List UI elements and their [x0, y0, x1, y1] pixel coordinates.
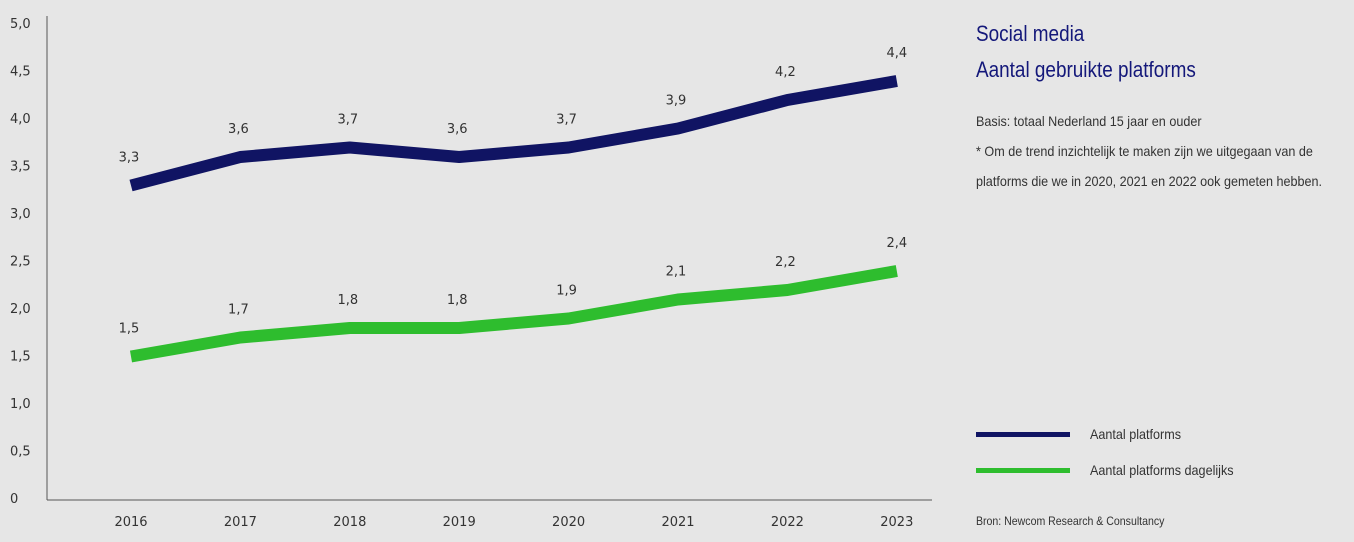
data-label: 1,9 — [556, 284, 577, 299]
note-trend-1: * Om de trend inzichtelijk te maken zijn… — [976, 143, 1313, 159]
legend-item-platforms-daily: Aantal platforms dagelijks — [976, 452, 1250, 488]
x-tick-label: 2018 — [333, 515, 366, 530]
legend: Aantal platforms Aantal platforms dageli… — [976, 416, 1250, 488]
x-tick-label: 2023 — [880, 515, 913, 530]
y-tick-label: 0,5 — [10, 445, 31, 460]
series-line-1 — [129, 265, 898, 363]
data-label: 3,7 — [556, 113, 577, 128]
y-tick-label: 4,5 — [10, 65, 31, 80]
data-label: 3,7 — [337, 113, 358, 128]
y-tick-label: 2,5 — [10, 255, 31, 270]
series-line-0 — [129, 75, 898, 192]
x-tick-label: 2016 — [114, 515, 147, 530]
data-label: 3,9 — [666, 94, 687, 109]
side-panel: Social media Aantal gebruikte platforms … — [976, 16, 1346, 196]
data-label: 2,4 — [886, 236, 907, 251]
data-label: 3,3 — [119, 151, 140, 166]
x-tick-label: 2019 — [443, 515, 476, 530]
data-label: 4,2 — [775, 65, 796, 80]
x-axis: 2016 2017 2018 2019 2020 2021 2022 2023 — [47, 499, 932, 530]
y-tick-label: 0 — [10, 492, 18, 507]
y-tick-label: 1,5 — [10, 350, 31, 365]
data-label: 1,7 — [228, 303, 249, 318]
y-tick-label: 2,0 — [10, 302, 31, 317]
data-label: 1,8 — [447, 293, 468, 308]
data-label: 1,5 — [119, 322, 140, 337]
data-label: 4,4 — [886, 46, 907, 61]
note-trend-2: platforms die we in 2020, 2021 en 2022 o… — [976, 173, 1323, 189]
data-label: 2,1 — [666, 265, 687, 280]
y-tick-label: 5,0 — [10, 17, 31, 32]
data-label: 3,6 — [228, 122, 249, 137]
y-tick-label: 3,0 — [10, 207, 31, 222]
chart-subtitle: Aantal gebruikte platforms — [976, 57, 1196, 82]
legend-label-platforms-daily: Aantal platforms dagelijks — [1090, 462, 1234, 478]
legend-swatch-platforms — [976, 431, 1070, 437]
line-chart: 0 0,5 1,0 1,5 2,0 2,5 3,0 3,5 4,0 4,5 5,0 2016 2017… — [10, 16, 932, 530]
series-lines — [129, 75, 898, 363]
x-tick-label: 2022 — [771, 515, 804, 530]
data-label: 2,2 — [775, 255, 796, 270]
y-tick-label: 1,0 — [10, 397, 31, 412]
y-tick-label: 4,0 — [10, 112, 31, 127]
data-labels: 3,3 3,6 3,7 3,6 3,7 3,9 4,2 4,4 1,5 1,7 1,8 1,8 1,9 2… — [119, 46, 907, 337]
x-tick-label: 2020 — [552, 515, 585, 530]
x-tick-label: 2021 — [661, 515, 694, 530]
legend-swatch-platforms-daily — [976, 467, 1070, 473]
source-note: Bron: Newcom Research & Consultancy — [976, 514, 1165, 528]
x-tick-label: 2017 — [224, 515, 257, 530]
legend-label-platforms: Aantal platforms — [1090, 426, 1182, 442]
y-axis: 0 0,5 1,0 1,5 2,0 2,5 3,0 3,5 4,0 4,5 5,0 — [10, 16, 48, 507]
data-label: 3,6 — [447, 122, 468, 137]
legend-item-platforms: Aantal platforms — [976, 416, 1250, 452]
chart-title: Social media — [976, 21, 1085, 46]
chart-notes: Basis: totaal Nederland 15 jaar en ouder… — [976, 106, 1345, 196]
y-tick-label: 3,5 — [10, 160, 31, 175]
data-label: 1,8 — [337, 293, 358, 308]
note-base: Basis: totaal Nederland 15 jaar en ouder — [976, 113, 1202, 129]
